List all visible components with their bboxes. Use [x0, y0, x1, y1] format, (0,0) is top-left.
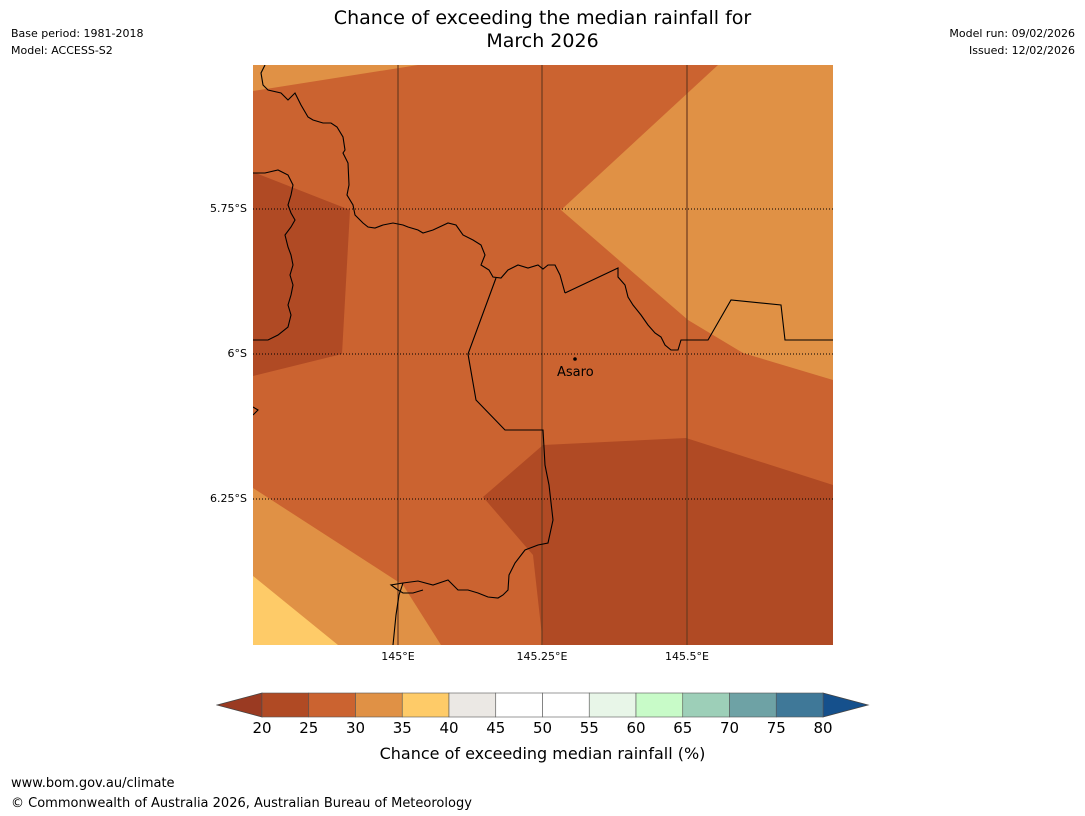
colorbar-cell [542, 692, 590, 718]
lon-tick-145-25: 145.25°E [516, 650, 568, 663]
colorbar-cell [588, 692, 637, 718]
boundary-central [389, 277, 554, 599]
colorbar-tick-label: 80 [813, 719, 833, 737]
lat-tick-5-75: 5.75°S [210, 202, 247, 215]
boundary-north [260, 65, 566, 294]
metadata-left: Base period: 1981-2018 Model: ACCESS-S2 [11, 25, 143, 59]
colorbar-cell [775, 692, 824, 718]
colorbar-under-arrow [216, 692, 263, 718]
colorbar-tick-label: 30 [345, 719, 366, 737]
title-line-2: March 2026 [486, 30, 599, 52]
colorbar-cell [261, 692, 310, 718]
boundary-left-edge [253, 406, 259, 416]
zone-30-35-bottom-left [253, 488, 441, 645]
colorbar-tick-label: 75 [766, 719, 786, 737]
colorbar-cell [495, 692, 543, 718]
colorbar-over-arrow [822, 692, 870, 718]
model-text: Model: ACCESS-S2 [11, 44, 113, 57]
boundary-west [253, 169, 296, 341]
colorbar-cell [448, 692, 497, 718]
base-period-text: Base period: 1981-2018 [11, 27, 144, 40]
lat-tick-6: 6°S [227, 347, 247, 360]
footer-url: www.bom.gov.au/climate [11, 776, 175, 791]
colorbar-label: Chance of exceeding median rainfall (%) [379, 744, 706, 763]
colorbar-tick-label: 35 [392, 719, 412, 737]
lat-tick-6-25: 6.25°S [210, 492, 247, 505]
colorbar-tick-label: 65 [673, 719, 693, 737]
rainfall-map [253, 65, 833, 645]
colorbar-cell [682, 692, 730, 718]
zone-20-25-bottom-right [483, 438, 833, 645]
colorbar-tick-label: 20 [252, 719, 272, 737]
colorbar-tick-label: 55 [579, 719, 599, 737]
colorbar-tick-label: 40 [439, 719, 459, 737]
lon-tick-145-5: 145.5°E [665, 650, 709, 663]
colorbar-tick-label: 50 [532, 719, 553, 737]
zone-30-35-top-left [253, 65, 418, 91]
issued-text: Issued: 12/02/2026 [968, 44, 1075, 57]
colorbar-cell [729, 692, 777, 718]
lon-tick-145: 145°E [381, 650, 415, 663]
colorbar-cell [355, 692, 403, 718]
asaro-location-marker [573, 357, 577, 361]
zone-20-25-left [253, 172, 350, 376]
boundary-northeast [564, 267, 833, 351]
colorbar [216, 692, 870, 718]
boundary-southwest [392, 582, 404, 645]
colorbar-cell [308, 692, 356, 718]
colorbar-tick-label: 25 [299, 719, 319, 737]
colorbar-tick-label: 60 [626, 719, 646, 737]
zone-35-40-bottom-left [253, 576, 338, 645]
colorbar-tick-label: 45 [486, 719, 506, 737]
model-run-text: Model run: 09/02/2026 [949, 27, 1075, 40]
map-title: Chance of exceeding the median rainfall … [0, 7, 1085, 53]
metadata-right: Model run: 09/02/2026 Issued: 12/02/2026 [949, 25, 1075, 59]
colorbar-cell [635, 692, 684, 718]
title-line-1: Chance of exceeding the median rainfall … [333, 7, 752, 29]
colorbar-tick-label: 70 [719, 719, 740, 737]
zone-30-35-top-right [561, 65, 833, 380]
place-label-asaro: Asaro [557, 365, 594, 380]
colorbar-cell [401, 692, 450, 718]
footer-copyright: © Commonwealth of Australia 2026, Austra… [11, 796, 472, 811]
